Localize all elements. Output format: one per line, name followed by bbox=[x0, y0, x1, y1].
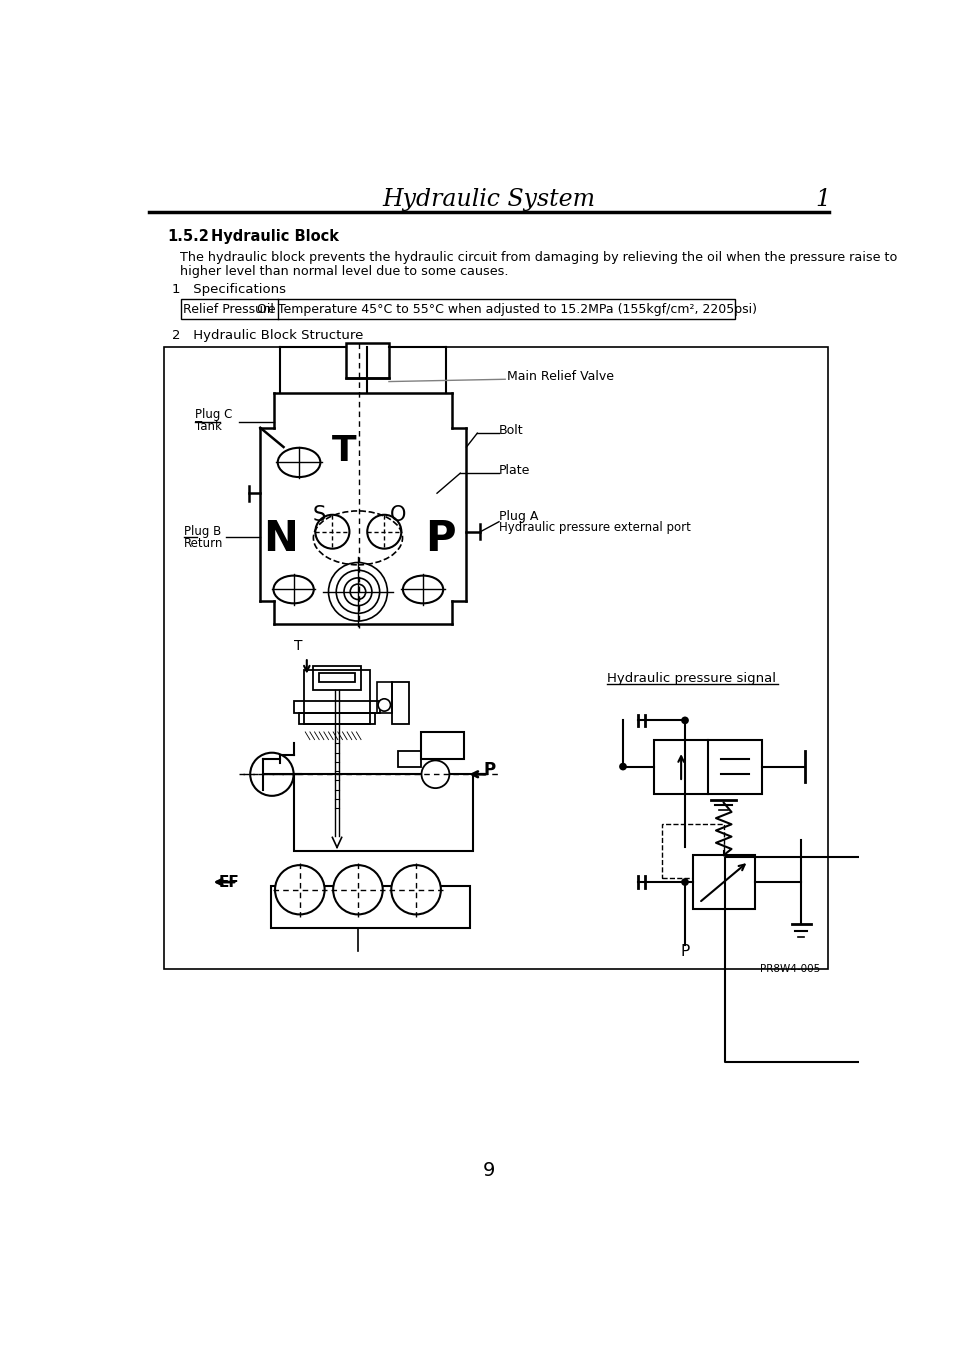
Text: Plug A: Plug A bbox=[498, 509, 537, 523]
Text: Plug C: Plug C bbox=[195, 408, 233, 422]
Text: EF: EF bbox=[218, 874, 239, 889]
Bar bbox=[397, 751, 421, 766]
Text: Hydraulic pressure signal: Hydraulic pressure signal bbox=[607, 671, 776, 685]
Bar bbox=[376, 682, 392, 713]
Text: Main Relief Valve: Main Relief Valve bbox=[506, 370, 613, 382]
Text: 2   Hydraulic Block Structure: 2 Hydraulic Block Structure bbox=[172, 328, 363, 342]
Text: Bolt: Bolt bbox=[498, 424, 523, 436]
Bar bbox=[271, 886, 469, 928]
Bar bbox=[392, 682, 409, 724]
Circle shape bbox=[421, 761, 449, 788]
Ellipse shape bbox=[277, 447, 320, 477]
Text: Hydraulic System: Hydraulic System bbox=[382, 188, 595, 211]
Bar bbox=[294, 774, 472, 851]
Text: T: T bbox=[332, 434, 355, 467]
Ellipse shape bbox=[402, 576, 443, 604]
Bar bbox=[345, 343, 389, 378]
Circle shape bbox=[391, 865, 440, 915]
Circle shape bbox=[250, 753, 294, 796]
Bar bbox=[692, 855, 754, 909]
Circle shape bbox=[367, 515, 401, 549]
Bar bbox=[303, 670, 369, 724]
Circle shape bbox=[274, 865, 324, 915]
Text: Plate: Plate bbox=[498, 463, 530, 477]
Text: Oil Temperature 45°C to 55°C when adjusted to 15.2MPa (155kgf/cm², 2205psi): Oil Temperature 45°C to 55°C when adjust… bbox=[256, 303, 756, 316]
Circle shape bbox=[618, 763, 626, 770]
Text: P: P bbox=[679, 944, 689, 959]
Text: T: T bbox=[294, 639, 302, 654]
Text: Hydraulic Block: Hydraulic Block bbox=[211, 230, 338, 245]
Circle shape bbox=[680, 716, 688, 724]
Text: O: O bbox=[390, 505, 406, 524]
Text: N: N bbox=[263, 519, 297, 561]
Circle shape bbox=[315, 515, 349, 549]
Text: Plug B: Plug B bbox=[184, 526, 221, 538]
Text: PR8W4-005: PR8W4-005 bbox=[760, 965, 820, 974]
Text: 1   Specifications: 1 Specifications bbox=[172, 282, 286, 296]
Text: Return: Return bbox=[184, 536, 224, 550]
Text: 9: 9 bbox=[482, 1162, 495, 1181]
Bar bbox=[319, 673, 355, 682]
Text: Relief Pressure: Relief Pressure bbox=[183, 303, 275, 316]
Bar bbox=[181, 299, 735, 319]
Circle shape bbox=[333, 865, 382, 915]
Circle shape bbox=[680, 878, 688, 886]
Bar bbox=[421, 732, 464, 759]
Bar bbox=[654, 739, 761, 793]
Text: Hydraulic pressure external port: Hydraulic pressure external port bbox=[498, 521, 690, 535]
Text: 1.5.2: 1.5.2 bbox=[167, 230, 209, 245]
Text: P: P bbox=[483, 762, 496, 780]
Text: Tank: Tank bbox=[195, 420, 222, 432]
Bar bbox=[298, 713, 375, 724]
Text: 1: 1 bbox=[815, 188, 830, 211]
Text: S: S bbox=[313, 505, 326, 524]
Text: higher level than normal level due to some causes.: higher level than normal level due to so… bbox=[179, 265, 508, 278]
Bar bbox=[661, 824, 723, 878]
Bar bbox=[294, 701, 379, 713]
Bar bbox=[164, 347, 827, 969]
Text: The hydraulic block prevents the hydraulic circuit from damaging by relieving th: The hydraulic block prevents the hydraul… bbox=[179, 251, 896, 263]
Ellipse shape bbox=[274, 576, 314, 604]
Bar bbox=[313, 666, 360, 689]
Circle shape bbox=[377, 698, 390, 711]
Text: P: P bbox=[425, 519, 456, 561]
